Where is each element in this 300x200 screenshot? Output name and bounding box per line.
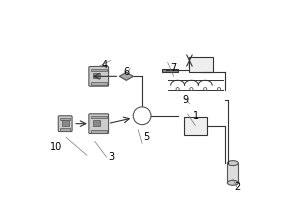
Bar (60, 128, 70, 131)
Bar (91, 82, 106, 85)
Text: 3: 3 (109, 152, 115, 162)
Text: 4: 4 (102, 60, 108, 70)
Bar (91, 116, 106, 118)
Bar (62, 120, 69, 126)
Bar (93, 73, 100, 78)
Circle shape (190, 88, 193, 91)
Bar (60, 118, 70, 120)
Text: 6: 6 (123, 67, 129, 77)
Bar (184, 117, 207, 135)
Circle shape (218, 88, 220, 91)
Text: 1: 1 (193, 111, 200, 121)
Bar (91, 69, 106, 71)
Text: 9: 9 (182, 95, 189, 105)
Bar (162, 69, 178, 72)
Bar (91, 130, 106, 133)
Polygon shape (119, 72, 133, 80)
FancyBboxPatch shape (58, 116, 72, 132)
Bar (189, 57, 213, 72)
Ellipse shape (227, 180, 238, 185)
Bar (227, 163, 238, 183)
Circle shape (133, 107, 151, 125)
Circle shape (204, 88, 207, 91)
Text: 2: 2 (235, 182, 241, 192)
Text: 5: 5 (143, 132, 149, 142)
Text: 7: 7 (170, 63, 177, 73)
Text: 10: 10 (50, 142, 62, 152)
Circle shape (176, 88, 179, 91)
Ellipse shape (227, 161, 238, 166)
FancyBboxPatch shape (89, 66, 109, 86)
Bar (93, 120, 100, 126)
FancyBboxPatch shape (89, 114, 109, 134)
